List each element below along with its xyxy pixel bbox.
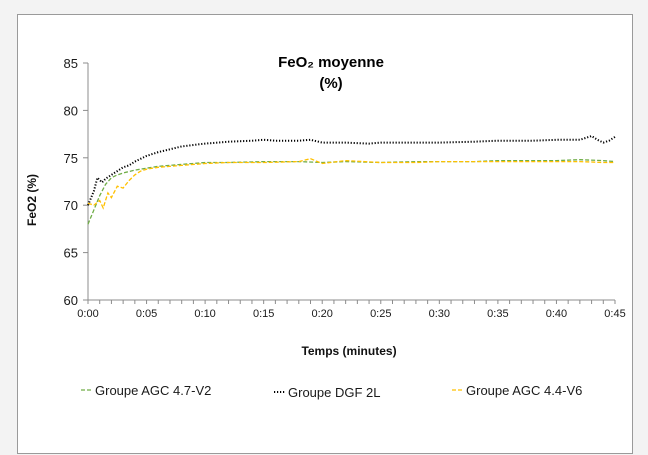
legend-label: Groupe AGC 4.4-V6 bbox=[466, 383, 582, 398]
y-tick-label: 80 bbox=[64, 103, 78, 118]
y-axis-title: FeO2 (%) bbox=[25, 174, 39, 226]
series-line bbox=[87, 134, 616, 206]
x-tick-label: 0:10 bbox=[194, 308, 215, 320]
y-tick-label: 60 bbox=[64, 293, 78, 308]
legend-item: Groupe AGC 4.7-V2 bbox=[81, 383, 211, 398]
x-axis-title: Temps (minutes) bbox=[301, 344, 396, 358]
x-tick-label: 0:40 bbox=[546, 308, 567, 320]
y-tick-label: 75 bbox=[64, 151, 78, 166]
series-layer bbox=[87, 134, 616, 225]
legend-label: Groupe DGF 2L bbox=[288, 385, 381, 400]
series-line bbox=[87, 158, 615, 210]
legend-label: Groupe AGC 4.7-V2 bbox=[95, 383, 211, 398]
x-tick-label: 0:35 bbox=[487, 308, 508, 320]
legend: Groupe AGC 4.7-V2 Groupe DGF 2L Groupe AGC… bbox=[81, 383, 582, 400]
y-tick-label: 65 bbox=[64, 246, 78, 261]
chart-title: FeO₂ moyenne bbox=[278, 54, 384, 71]
x-tick-label: 0:15 bbox=[253, 308, 274, 320]
y-axis: 60 65 70 75 80 85 bbox=[64, 56, 89, 308]
x-axis: 0:00 0:05 0:10 0:15 0:20 0:25 0:30 0:35 0:40 0:45 bbox=[77, 299, 626, 320]
chart-subtitle: (%) bbox=[319, 75, 342, 92]
x-tick-label: 0:25 bbox=[370, 308, 391, 320]
x-tick-label: 0:00 bbox=[77, 308, 98, 320]
x-tick-label: 0:30 bbox=[429, 308, 450, 320]
x-tick-label: 0:20 bbox=[312, 308, 333, 320]
legend-item: Groupe AGC 4.4-V6 bbox=[452, 383, 582, 398]
y-tick-label: 70 bbox=[64, 198, 78, 213]
legend-item: Groupe DGF 2L bbox=[274, 385, 381, 400]
x-tick-label: 0:45 bbox=[604, 308, 625, 320]
y-tick-label: 85 bbox=[64, 56, 78, 71]
series-line bbox=[87, 159, 616, 225]
x-tick-label: 0:05 bbox=[136, 308, 157, 320]
chart-frame: FeO₂ moyenne (%) 60 65 70 75 80 85 0:00 0:05 0:… bbox=[17, 14, 633, 454]
